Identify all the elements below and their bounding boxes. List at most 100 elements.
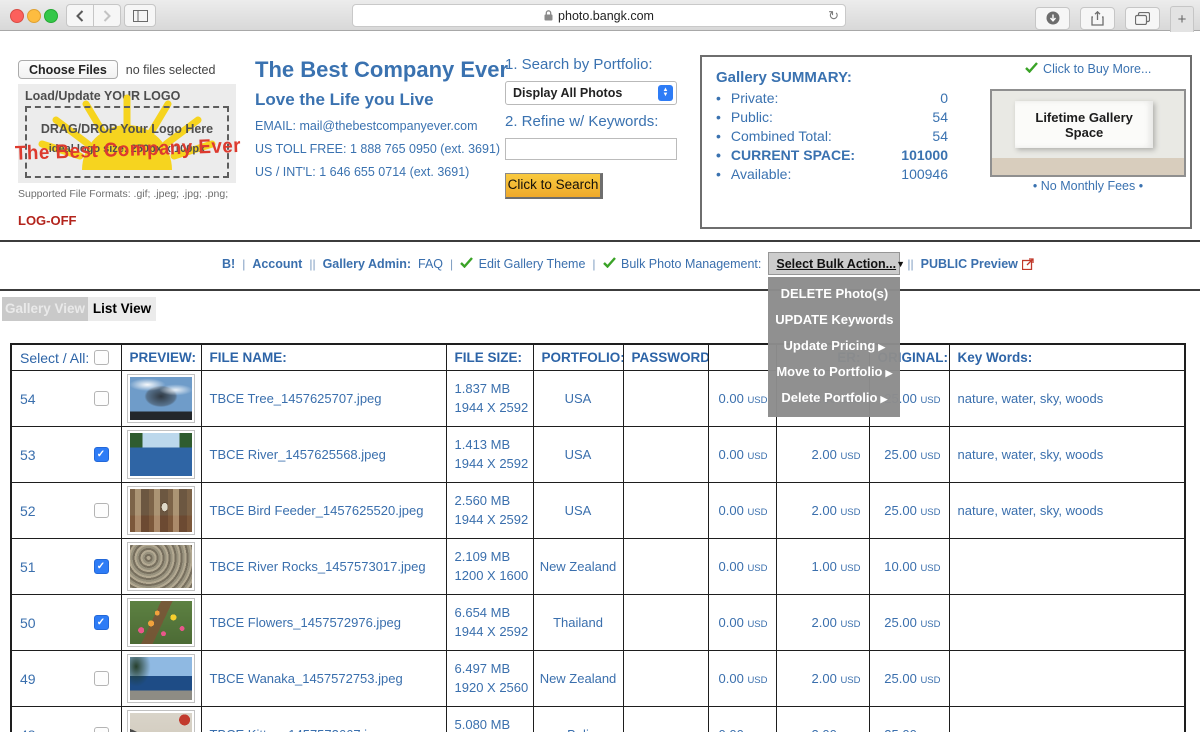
table-header-row: Select / All: PREVIEW: FILE NAME: FILE S… bbox=[10, 343, 1186, 371]
minimize-window-button[interactable] bbox=[27, 9, 41, 23]
file-size: 1.837 MB 1944 X 2592 bbox=[445, 370, 534, 427]
keywords bbox=[948, 650, 1186, 707]
summary-title: Gallery SUMMARY: bbox=[716, 69, 852, 86]
price-original: 25.00 USD bbox=[868, 594, 950, 651]
menu-item-delete-photos[interactable]: DELETE Photo(s) bbox=[780, 286, 889, 301]
price-web: 0.00 USD bbox=[707, 650, 777, 707]
choose-files-button[interactable]: Choose Files bbox=[18, 60, 118, 79]
thumbnail-image bbox=[130, 433, 192, 476]
row-checkbox[interactable] bbox=[93, 559, 109, 574]
submenu-arrow-icon: ▶ bbox=[878, 342, 886, 352]
thumbnail-image bbox=[130, 657, 192, 700]
logo-dropzone[interactable]: DRAG/DROP Your Logo Here ideal logo size… bbox=[25, 106, 229, 178]
header-preview: PREVIEW: bbox=[120, 343, 202, 371]
keywords: nature, water, sky, woods bbox=[948, 370, 1186, 427]
bulk-action-select[interactable]: Select Bulk Action... ▼ bbox=[768, 252, 905, 275]
keywords: nature, water, sky, woods bbox=[948, 482, 1186, 539]
header-file-size: FILE SIZE: bbox=[445, 343, 534, 371]
nav-account-link[interactable]: Account bbox=[252, 256, 303, 271]
photo-thumbnail[interactable] bbox=[127, 542, 195, 591]
nav-bulk-management-label: Bulk Photo Management: bbox=[602, 256, 761, 271]
nav-brand-link[interactable]: B! bbox=[222, 256, 236, 271]
portfolio-select[interactable]: Display All Photos ▲ ▼ bbox=[505, 81, 677, 105]
photo-thumbnail[interactable] bbox=[127, 598, 195, 647]
browser-back-button[interactable] bbox=[66, 4, 94, 27]
password-value bbox=[622, 426, 709, 483]
nav-separator: || bbox=[309, 256, 316, 271]
click-to-search-button[interactable]: Click to Search bbox=[505, 173, 603, 199]
nav-separator: | bbox=[592, 256, 596, 271]
share-button[interactable] bbox=[1080, 6, 1115, 30]
portfolio-select-value: Display All Photos bbox=[513, 86, 623, 100]
row-checkbox[interactable] bbox=[93, 503, 109, 518]
tabs-icon bbox=[1135, 11, 1150, 25]
photo-thumbnail[interactable] bbox=[127, 654, 195, 703]
sun-logo-graphic bbox=[38, 94, 216, 170]
photo-table-row: 52 TBCE Bird Feeder_1457625520.jpeg 2.56… bbox=[10, 482, 1186, 539]
keywords bbox=[948, 594, 1186, 651]
summary-row-current-space: • CURRENT SPACE: 101000 bbox=[716, 147, 948, 163]
nav-gallery-admin-label[interactable]: Gallery Admin: bbox=[322, 256, 412, 271]
load-logo-label: Load/Update YOUR LOGO bbox=[25, 89, 181, 103]
nav-faq-link[interactable]: FAQ bbox=[418, 256, 444, 271]
new-tab-button[interactable]: + bbox=[1170, 6, 1194, 32]
menu-item-delete-portfolio[interactable]: Delete Portfolio ▶ bbox=[781, 390, 888, 405]
menu-item-update-pricing[interactable]: Update Pricing ▶ bbox=[783, 338, 886, 353]
tab-gallery-view[interactable]: Gallery View bbox=[2, 297, 88, 321]
price-mid: 2.00 USD bbox=[775, 594, 870, 651]
downloads-button[interactable] bbox=[1035, 6, 1070, 30]
nav-edit-theme-link[interactable]: Edit Gallery Theme bbox=[460, 257, 585, 271]
password-value bbox=[622, 370, 709, 427]
select-all-checkbox[interactable] bbox=[93, 350, 109, 365]
photo-table-row: 49 TBCE Wanaka_1457572753.jpeg 6.497 MB 1… bbox=[10, 650, 1186, 707]
check-icon bbox=[602, 256, 616, 268]
price-web: 0.00 USD bbox=[707, 482, 777, 539]
nav-separator: | bbox=[450, 256, 454, 271]
photo-thumbnail[interactable] bbox=[127, 374, 195, 423]
file-name: TBCE Flowers_1457572976.jpeg bbox=[200, 594, 447, 651]
photo-table-row: 50 TBCE Flowers_1457572976.jpeg 6.654 MB… bbox=[10, 594, 1186, 651]
photo-id: 49 bbox=[20, 670, 36, 687]
tab-list-view[interactable]: List View bbox=[88, 297, 156, 321]
row-checkbox[interactable] bbox=[93, 671, 109, 686]
keywords: nature, water, sky, woods bbox=[948, 426, 1186, 483]
row-checkbox[interactable] bbox=[93, 447, 109, 462]
photo-table-row: 48 TBCE Kitten_1457572667.jpeg 5.080 MB1… bbox=[10, 706, 1186, 732]
download-icon bbox=[1046, 11, 1059, 25]
external-link-icon bbox=[1021, 257, 1034, 270]
photo-thumbnail[interactable] bbox=[127, 710, 195, 732]
sidebar-toggle-button[interactable] bbox=[124, 4, 156, 27]
nav-separator: || bbox=[907, 256, 914, 271]
url-text: photo.bangk.com bbox=[558, 8, 654, 23]
portfolio-name: USA bbox=[532, 426, 624, 483]
zoom-window-button[interactable] bbox=[44, 9, 58, 23]
menu-item-move-to-portfolio[interactable]: Move to Portfolio ▶ bbox=[776, 364, 893, 379]
menu-item-update-keywords[interactable]: UPDATE Keywords bbox=[775, 312, 894, 327]
portfolio-name: Bali bbox=[532, 706, 624, 732]
submenu-arrow-icon: ▶ bbox=[880, 394, 888, 404]
photo-thumbnail[interactable] bbox=[127, 430, 195, 479]
portfolio-name: New Zealand bbox=[532, 538, 624, 595]
row-checkbox[interactable] bbox=[93, 391, 109, 406]
close-window-button[interactable] bbox=[10, 9, 24, 23]
buy-more-link[interactable]: Click to Buy More... bbox=[990, 62, 1186, 76]
log-off-link[interactable]: LOG-OFF bbox=[18, 213, 77, 228]
file-size: 1.413 MB 1944 X 2592 bbox=[445, 426, 534, 483]
row-checkbox[interactable] bbox=[93, 727, 109, 732]
photo-id: 48 bbox=[12, 727, 36, 732]
keywords-input[interactable] bbox=[505, 138, 677, 160]
nav-public-preview-link[interactable]: PUBLIC Preview bbox=[921, 257, 1034, 271]
file-name: TBCE Bird Feeder_1457625520.jpeg bbox=[200, 482, 447, 539]
lifetime-gallery-space-banner[interactable]: Lifetime Gallery Space bbox=[990, 89, 1186, 177]
photo-thumbnail[interactable] bbox=[127, 486, 195, 535]
keywords bbox=[948, 538, 1186, 595]
browser-forward-button[interactable] bbox=[94, 4, 121, 27]
portfolio-name: USA bbox=[532, 370, 624, 427]
reload-icon[interactable]: ↻ bbox=[828, 8, 839, 23]
row-checkbox[interactable] bbox=[93, 615, 109, 630]
company-tollfree: US TOLL FREE: 1 888 765 0950 (ext. 3691) bbox=[255, 142, 501, 156]
address-bar[interactable]: photo.bangk.com ↻ bbox=[352, 4, 846, 27]
tab-overview-button[interactable] bbox=[1125, 6, 1160, 30]
company-tagline: Love the Life you Live bbox=[255, 90, 434, 109]
